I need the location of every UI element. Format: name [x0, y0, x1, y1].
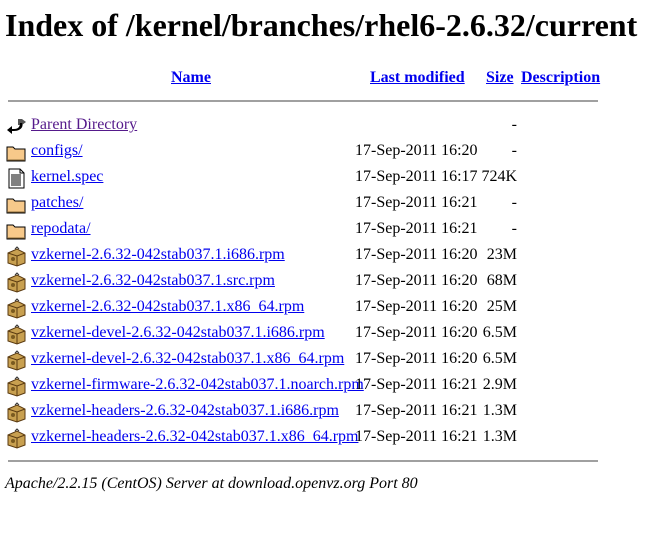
- file-link[interactable]: configs/: [31, 142, 83, 159]
- last-modified: 17-Sep-2011 16:21: [355, 220, 478, 237]
- last-modified: 17-Sep-2011 16:20: [355, 298, 478, 315]
- file-size: 23M: [486, 246, 517, 263]
- last-modified: 17-Sep-2011 16:20: [355, 324, 478, 341]
- package-icon: [6, 272, 27, 293]
- last-modified: 17-Sep-2011 16:21: [355, 376, 478, 393]
- sort-by-size-link[interactable]: Size: [486, 69, 514, 86]
- page-title: Index of /kernel/branches/rhel6-2.6.32/c…: [5, 7, 638, 43]
- file-size: -: [511, 116, 517, 133]
- file-link[interactable]: vzkernel-2.6.32-042stab037.1.x86_64.rpm: [31, 298, 305, 315]
- file-link[interactable]: vzkernel-headers-2.6.32-042stab037.1.x86…: [31, 428, 359, 445]
- table-row: vzkernel-devel-2.6.32-042stab037.1.i686.…: [0, 321, 668, 347]
- table-row: vzkernel-devel-2.6.32-042stab037.1.x86_6…: [0, 347, 668, 373]
- last-modified: 17-Sep-2011 16:20: [355, 350, 478, 367]
- package-icon: [6, 376, 27, 397]
- last-modified: 17-Sep-2011 16:21: [355, 428, 478, 445]
- last-modified: 17-Sep-2011 16:20: [355, 272, 478, 289]
- package-icon: [6, 298, 27, 319]
- last-modified: 17-Sep-2011 16:21: [355, 402, 478, 419]
- file-size: 6.5M: [482, 324, 517, 341]
- table-row: Parent Directory -: [0, 113, 668, 139]
- sort-by-last-modified-link[interactable]: Last modified: [370, 69, 465, 86]
- table-row: patches/ 17-Sep-2011 16:21 -: [0, 191, 668, 217]
- last-modified: 17-Sep-2011 16:17: [355, 168, 478, 185]
- table-row: kernel.spec 17-Sep-2011 16:17 724K: [0, 165, 668, 191]
- file-size: 1.3M: [482, 428, 517, 445]
- file-link[interactable]: vzkernel-firmware-2.6.32-042stab037.1.no…: [31, 376, 364, 393]
- header-divider: [8, 100, 598, 102]
- table-row: configs/ 17-Sep-2011 16:20 -: [0, 139, 668, 165]
- table-row: vzkernel-2.6.32-042stab037.1.src.rpm 17-…: [0, 269, 668, 295]
- file-link[interactable]: vzkernel-devel-2.6.32-042stab037.1.i686.…: [31, 324, 325, 341]
- file-link[interactable]: vzkernel-devel-2.6.32-042stab037.1.x86_6…: [31, 350, 345, 367]
- file-size: -: [511, 142, 517, 159]
- footer-divider: [8, 460, 598, 462]
- package-icon: [6, 324, 27, 345]
- package-icon: [6, 350, 27, 371]
- last-modified: 17-Sep-2011 16:20: [355, 142, 478, 159]
- folder-icon: [6, 194, 27, 215]
- table-row: vzkernel-headers-2.6.32-042stab037.1.i68…: [0, 399, 668, 425]
- file-link[interactable]: patches/: [31, 194, 84, 211]
- file-size: 724K: [481, 168, 517, 185]
- file-link[interactable]: vzkernel-2.6.32-042stab037.1.src.rpm: [31, 272, 275, 289]
- folder-icon: [6, 142, 27, 163]
- package-icon: [6, 428, 27, 449]
- file-size: 1.3M: [482, 402, 517, 419]
- parent-directory-link[interactable]: Parent Directory: [31, 116, 138, 133]
- table-row: vzkernel-headers-2.6.32-042stab037.1.x86…: [0, 425, 668, 451]
- file-size: 2.9M: [482, 376, 517, 393]
- file-size: 25M: [486, 298, 517, 315]
- text-file-icon: [6, 168, 27, 189]
- last-modified: 17-Sep-2011 16:20: [355, 246, 478, 263]
- file-link[interactable]: repodata/: [31, 220, 91, 237]
- file-size: 6.5M: [482, 350, 517, 367]
- sort-by-name-link[interactable]: Name: [171, 69, 211, 86]
- file-link[interactable]: vzkernel-2.6.32-042stab037.1.i686.rpm: [31, 246, 285, 263]
- table-row: vzkernel-2.6.32-042stab037.1.x86_64.rpm …: [0, 295, 668, 321]
- file-size: -: [511, 220, 517, 237]
- package-icon: [6, 246, 27, 267]
- file-size: 68M: [486, 272, 517, 289]
- table-row: vzkernel-2.6.32-042stab037.1.i686.rpm 17…: [0, 243, 668, 269]
- table-row: vzkernel-firmware-2.6.32-042stab037.1.no…: [0, 373, 668, 399]
- folder-icon: [6, 220, 27, 241]
- server-signature: Apache/2.2.15 (CentOS) Server at downloa…: [5, 475, 418, 492]
- back-icon: [6, 116, 27, 137]
- file-link[interactable]: kernel.spec: [31, 168, 104, 185]
- file-size: -: [511, 194, 517, 211]
- last-modified: 17-Sep-2011 16:21: [355, 194, 478, 211]
- sort-by-description-link[interactable]: Description: [521, 69, 601, 86]
- file-link[interactable]: vzkernel-headers-2.6.32-042stab037.1.i68…: [31, 402, 339, 419]
- table-row: repodata/ 17-Sep-2011 16:21 -: [0, 217, 668, 243]
- package-icon: [6, 402, 27, 423]
